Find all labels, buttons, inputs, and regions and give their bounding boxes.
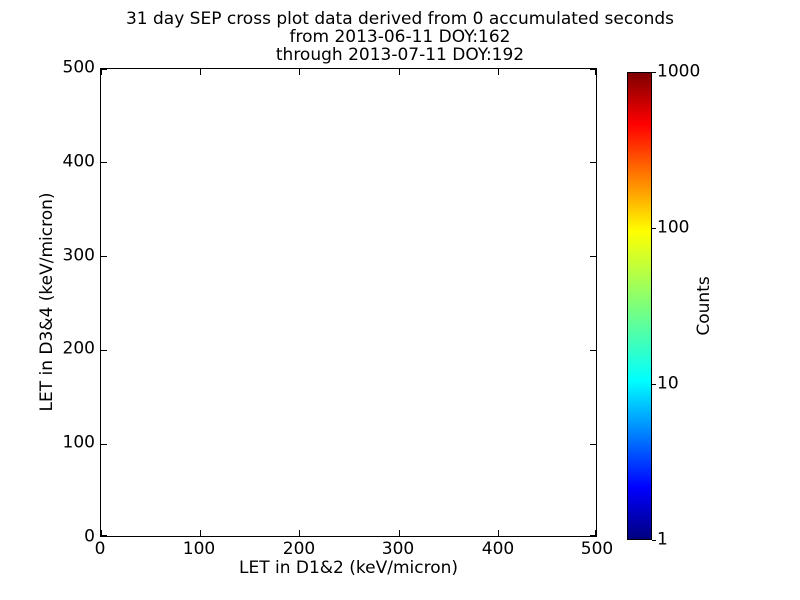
y-tick-label: 100 [62,432,95,453]
x-tick-mark [101,69,102,75]
plot-area [100,68,597,537]
x-tick-mark [399,69,400,75]
colorbar-tick-mark [652,384,656,385]
y-tick-mark [101,162,107,163]
x-tick-mark [595,530,596,536]
x-tick-label: 500 [580,539,614,559]
y-tick-mark [590,535,596,536]
colorbar-tick-mark [652,228,656,229]
colorbar-tick-label: 10 [657,373,679,394]
y-tick-label: 400 [62,151,95,172]
x-tick-label: 400 [481,539,515,559]
x-tick-label: 300 [381,539,415,559]
colorbar-tick-mark [652,540,656,541]
colorbar-tick-mark [652,72,656,73]
y-tick-mark [101,69,107,70]
y-tick-mark [590,256,596,257]
colorbar-tick-label: 100 [657,217,690,238]
x-tick-mark [498,530,499,536]
y-tick-mark [101,444,107,445]
x-tick-mark [299,530,300,536]
chart-title: 31 day SEP cross plot data derived from … [0,10,800,64]
y-tick-mark [101,350,107,351]
colorbar-tick-label: 1 [657,529,668,550]
x-tick-label: 100 [182,539,216,559]
y-axis-label: LET in D3&4 (keV/micron) [37,192,57,412]
title-line-2: from 2013-06-11 DOY:162 [289,27,511,47]
y-tick-mark [101,256,107,257]
y-tick-label: 0 [84,526,95,547]
x-tick-mark [200,69,201,75]
x-tick-mark [498,69,499,75]
y-tick-label: 500 [62,57,95,78]
x-tick-mark [399,530,400,536]
x-tick-label: 0 [94,539,106,559]
colorbar-label: Counts [694,276,714,336]
x-tick-mark [299,69,300,75]
x-axis-label: LET in D1&2 (keV/micron) [238,558,459,578]
title-line-3: through 2013-07-11 DOY:192 [275,45,525,65]
colorbar-gradient [627,72,652,540]
y-tick-mark [590,444,596,445]
x-tick-label: 200 [282,539,316,559]
x-tick-mark [200,530,201,536]
y-tick-mark [590,162,596,163]
x-tick-mark [101,530,102,536]
y-tick-label: 200 [62,338,95,359]
colorbar-tick-label: 1000 [657,61,701,82]
y-tick-mark [590,69,596,70]
y-tick-mark [101,535,107,536]
y-tick-label: 300 [62,245,95,266]
title-line-1: 31 day SEP cross plot data derived from … [125,9,675,29]
y-tick-mark [590,350,596,351]
x-tick-mark [595,69,596,75]
